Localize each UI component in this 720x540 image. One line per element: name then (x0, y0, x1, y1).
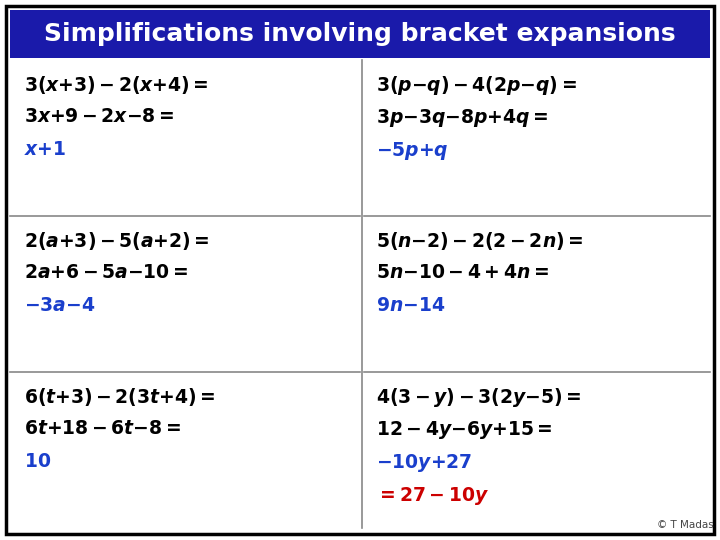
Text: © T Madas: © T Madas (657, 520, 714, 530)
Text: $\mathbf{-5}$$\boldsymbol{p}$$\mathbf{+}$$\boldsymbol{q}$: $\mathbf{-5}$$\boldsymbol{p}$$\mathbf{+}… (376, 140, 449, 162)
Text: $\mathbf{5(}$$\boldsymbol{n}$$\mathbf{-2)-2(2-2}$$\boldsymbol{n}$$\mathbf{)=}$: $\mathbf{5(}$$\boldsymbol{n}$$\mathbf{-2… (376, 230, 583, 252)
Text: $\boldsymbol{x}$$\mathbf{+1}$: $\boldsymbol{x}$$\mathbf{+1}$ (24, 140, 66, 159)
Text: $\mathbf{3}$$\boldsymbol{x}$$\mathbf{+9-2}$$\boldsymbol{x}$$\mathbf{-8=}$: $\mathbf{3}$$\boldsymbol{x}$$\mathbf{+9-… (24, 107, 174, 126)
Text: $\mathbf{3(}$$\boldsymbol{p}$$\mathbf{-}$$\boldsymbol{q}$$\mathbf{)-4(2}$$\bolds: $\mathbf{3(}$$\boldsymbol{p}$$\mathbf{-}… (376, 74, 577, 97)
Text: $\mathbf{=27-10}$$\boldsymbol{y}$: $\mathbf{=27-10}$$\boldsymbol{y}$ (376, 485, 489, 507)
Text: $\mathbf{2(}$$\boldsymbol{a}$$\mathbf{+3)-5(}$$\boldsymbol{a}$$\mathbf{+2)=}$: $\mathbf{2(}$$\boldsymbol{a}$$\mathbf{+3… (24, 230, 210, 252)
Text: $\mathbf{4(3-}$$\boldsymbol{y}$$\mathbf{)-3(2}$$\boldsymbol{y}$$\mathbf{-5)=}$: $\mathbf{4(3-}$$\boldsymbol{y}$$\mathbf{… (376, 386, 581, 409)
Text: $\mathbf{3(}$$\boldsymbol{x}$$\mathbf{+3)-2(}$$\boldsymbol{x}$$\mathbf{+4)=}$: $\mathbf{3(}$$\boldsymbol{x}$$\mathbf{+3… (24, 74, 209, 96)
Text: $\mathbf{5}$$\boldsymbol{n}$$\mathbf{-10-4+4}$$\boldsymbol{n}$$\mathbf{=}$: $\mathbf{5}$$\boldsymbol{n}$$\mathbf{-10… (376, 263, 549, 282)
Bar (10, 10, 710, 58)
Text: $\mathbf{12-4}$$\boldsymbol{y}$$\mathbf{-6}$$\boldsymbol{y}$$\mathbf{+15=}$: $\mathbf{12-4}$$\boldsymbol{y}$$\mathbf{… (376, 419, 552, 441)
Text: $\mathbf{6(}$$\boldsymbol{t}$$\mathbf{+3)-2(3}$$\boldsymbol{t}$$\mathbf{+4)=}$: $\mathbf{6(}$$\boldsymbol{t}$$\mathbf{+3… (24, 386, 215, 408)
Text: $\mathbf{9}$$\boldsymbol{n}$$\mathbf{-14}$: $\mathbf{9}$$\boldsymbol{n}$$\mathbf{-14… (376, 296, 446, 315)
Text: $\mathbf{6}$$\boldsymbol{t}$$\mathbf{+18-6}$$\boldsymbol{t}$$\mathbf{-8=}$: $\mathbf{6}$$\boldsymbol{t}$$\mathbf{+18… (24, 419, 181, 438)
Text: Simplifications involving bracket expansions: Simplifications involving bracket expans… (44, 22, 676, 46)
Text: $\mathbf{-3}$$\boldsymbol{a}$$\mathbf{-4}$: $\mathbf{-3}$$\boldsymbol{a}$$\mathbf{-4… (24, 296, 95, 315)
Text: $\mathbf{-10}$$\boldsymbol{y}$$\mathbf{+27}$: $\mathbf{-10}$$\boldsymbol{y}$$\mathbf{+… (376, 452, 472, 474)
Text: $\mathbf{10}$: $\mathbf{10}$ (24, 452, 51, 471)
Text: $\mathbf{2}$$\boldsymbol{a}$$\mathbf{+6-5}$$\boldsymbol{a}$$\mathbf{-10=}$: $\mathbf{2}$$\boldsymbol{a}$$\mathbf{+6-… (24, 263, 189, 282)
Text: $\mathbf{3}$$\boldsymbol{p}$$\mathbf{-3}$$\boldsymbol{q}$$\mathbf{-8}$$\boldsymb: $\mathbf{3}$$\boldsymbol{p}$$\mathbf{-3}… (376, 107, 549, 129)
